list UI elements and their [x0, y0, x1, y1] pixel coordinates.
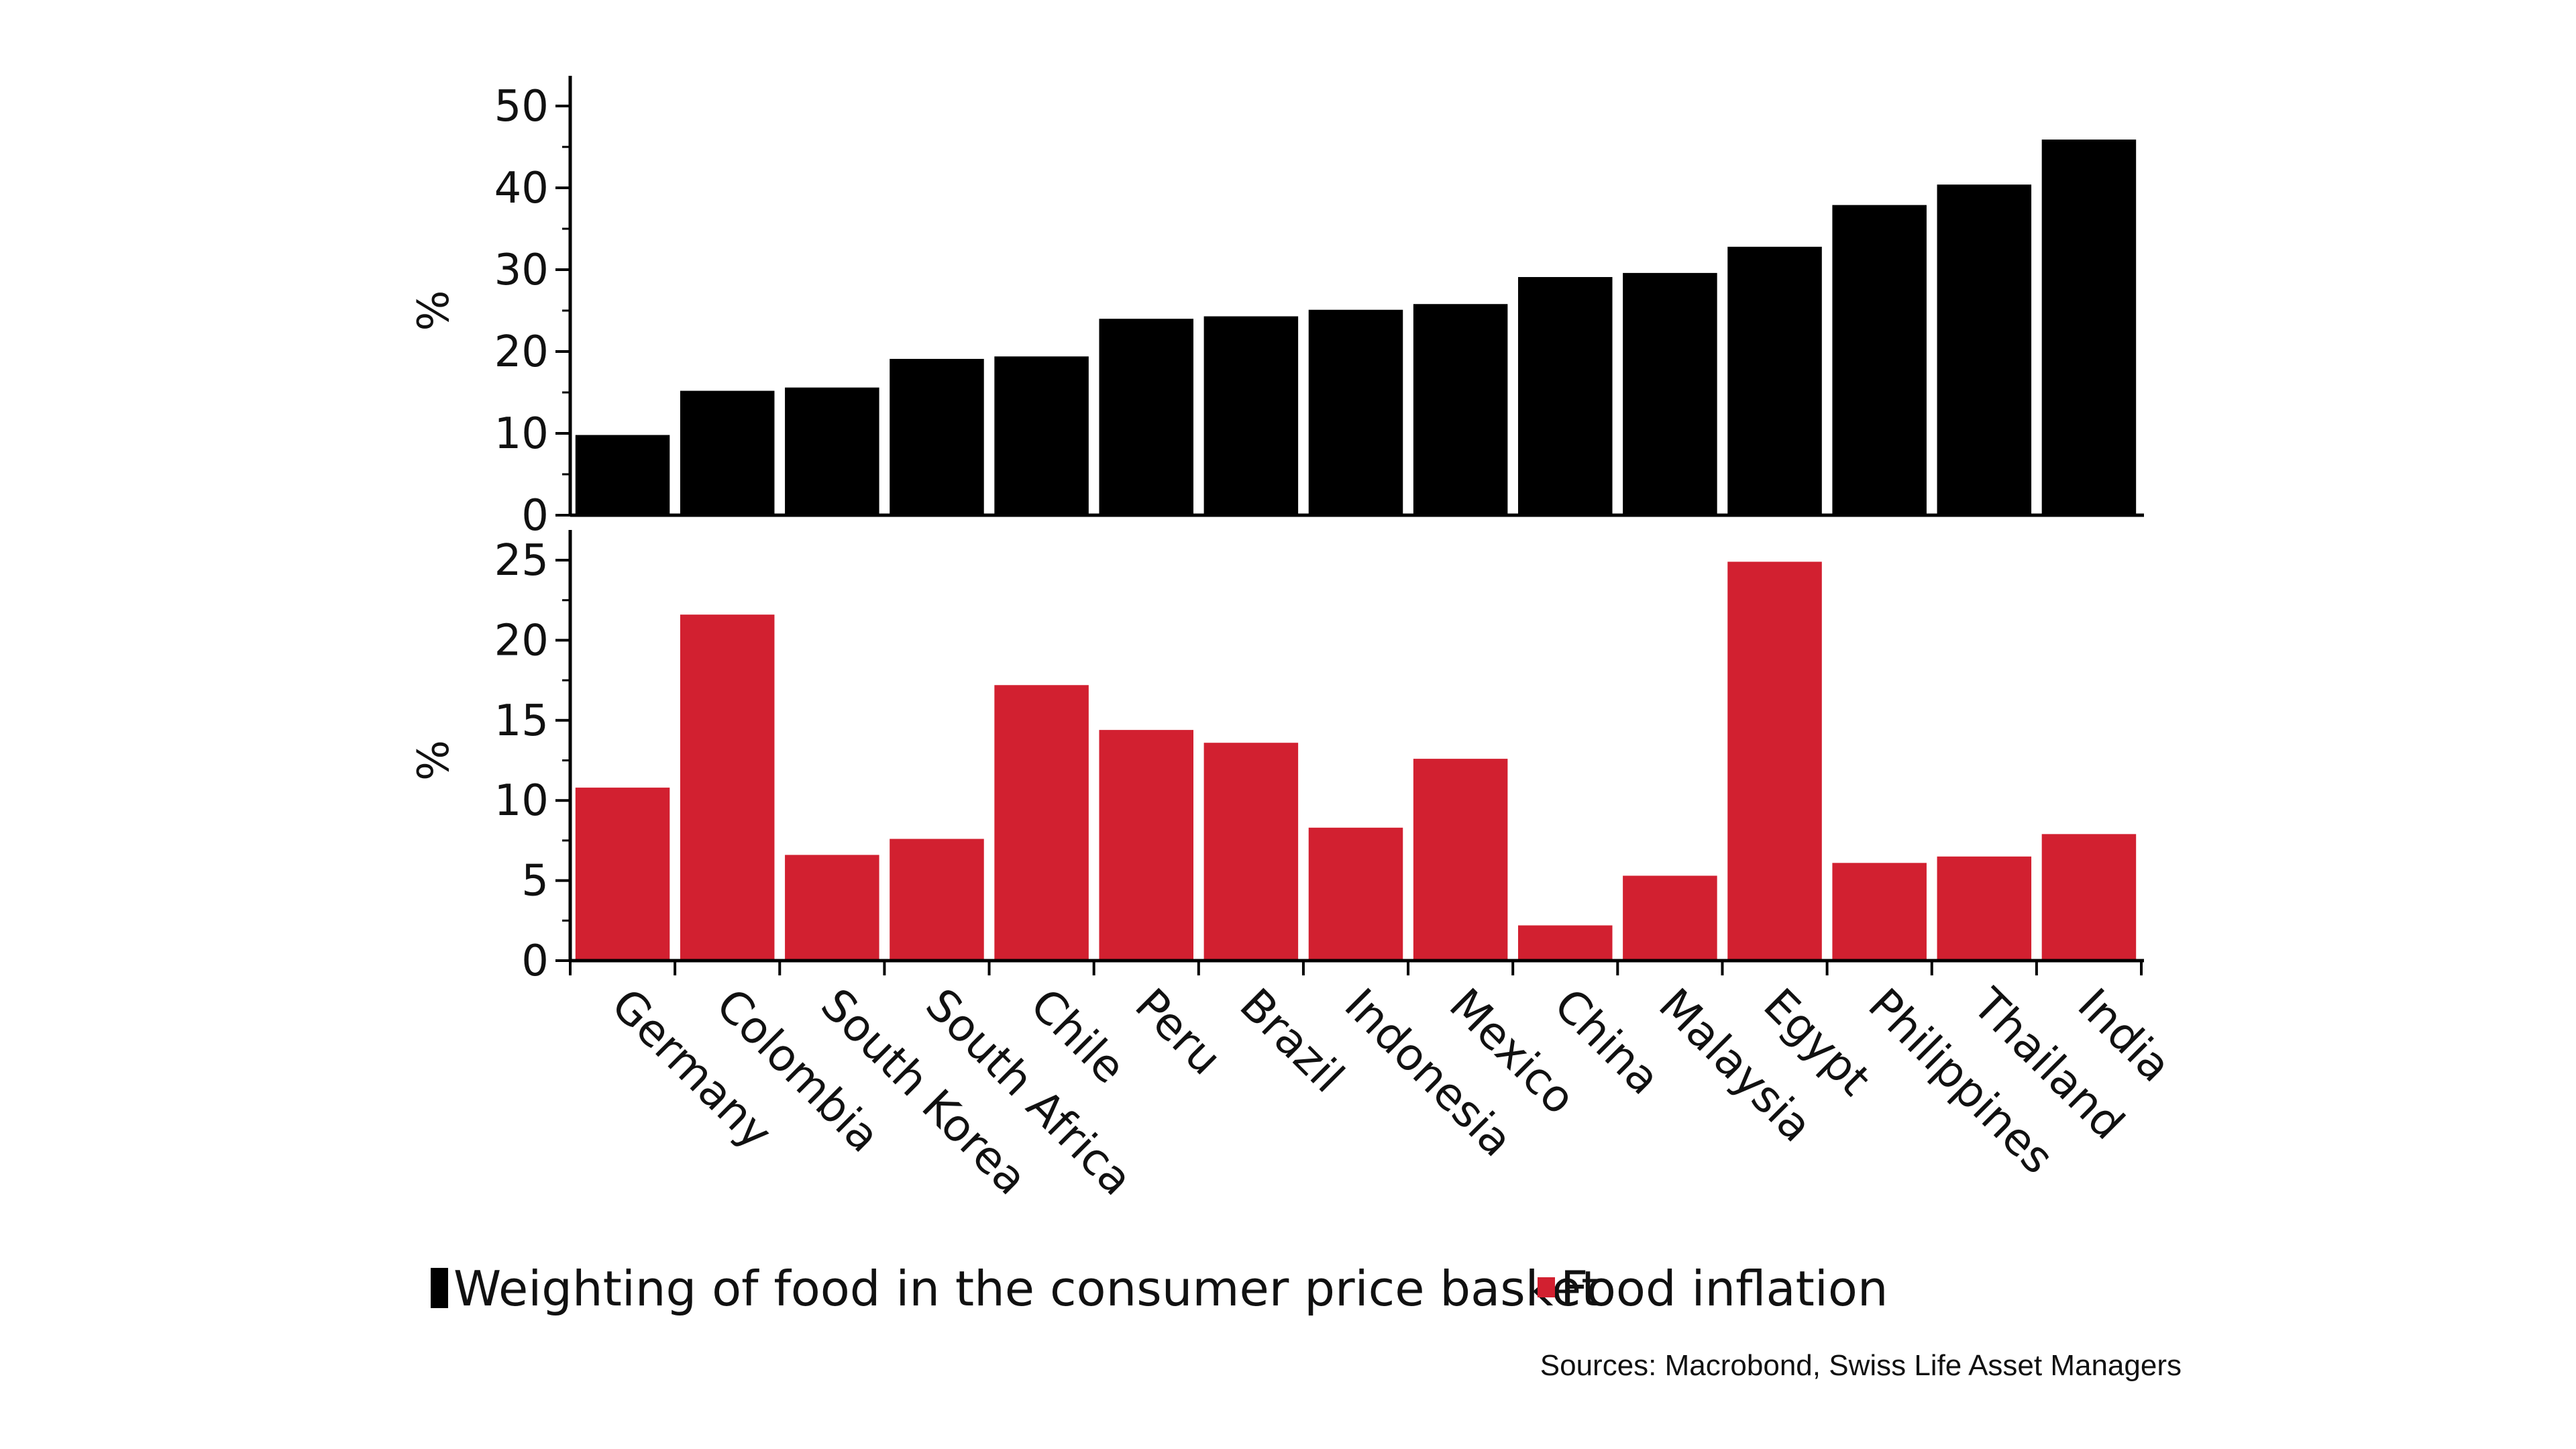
legend-item-food-inflation: Food inflation	[1538, 1260, 1888, 1317]
bar-weighting-mexico	[1413, 304, 1508, 515]
legend: Weighting of food in the consumer price …	[431, 1260, 1888, 1317]
bar-weighting-philippines	[1832, 205, 1927, 515]
bar-weighting-germany	[575, 435, 670, 515]
category-label-brazil: Brazil	[1230, 979, 1354, 1103]
y-tick-label-weighting-10: 10	[494, 409, 549, 459]
bar-weighting-thailand	[1937, 184, 2032, 515]
bar-weighting-brazil	[1203, 316, 1299, 515]
bar-food-inflation-philippines	[1832, 863, 1927, 961]
legend-swatch-weighting	[431, 1268, 448, 1308]
source-note: Sources: Macrobond, Swiss Life Asset Man…	[1540, 1349, 2182, 1382]
bar-food-inflation-indonesia	[1308, 827, 1403, 961]
legend-label-weighting: Weighting of food in the consumer price …	[453, 1260, 1600, 1317]
category-label-peru: Peru	[1125, 979, 1231, 1085]
bar-food-inflation-malaysia	[1623, 875, 1717, 961]
bar-food-inflation-south-africa	[890, 839, 984, 961]
bar-weighting-chile	[994, 356, 1089, 515]
bar-weighting-indonesia	[1308, 309, 1403, 515]
bar-food-inflation-peru	[1099, 730, 1193, 961]
bar-weighting-south-korea	[785, 387, 879, 515]
bar-food-inflation-mexico	[1413, 759, 1508, 961]
y-tick-label-weighting-50: 50	[494, 82, 549, 131]
y-tick-label-weighting-0: 0	[521, 491, 549, 541]
y-tick-label-weighting-30: 30	[494, 246, 549, 295]
y-tick-label-food-inflation-0: 0	[521, 936, 549, 986]
y-tick-label-food-inflation-10: 10	[494, 776, 549, 826]
bar-weighting-china	[1518, 276, 1613, 515]
bar-food-inflation-brazil	[1203, 743, 1299, 961]
bar-food-inflation-thailand	[1937, 856, 2032, 961]
bar-weighting-south-africa	[890, 358, 984, 515]
bar-weighting-egypt	[1727, 246, 1822, 515]
legend-swatch-food-inflation	[1538, 1277, 1555, 1297]
bar-weighting-colombia	[680, 390, 775, 515]
y-axis-label-food-inflation: %	[409, 740, 459, 781]
bar-weighting-malaysia	[1623, 272, 1717, 515]
bar-food-inflation-chile	[994, 685, 1089, 961]
bar-weighting-india	[2041, 140, 2137, 515]
y-axis-label-weighting: %	[409, 290, 459, 331]
bar-weighting-peru	[1099, 319, 1193, 515]
bar-food-inflation-south-korea	[785, 855, 879, 961]
food-inflation-panel: 0 5 10 15 20 25%	[409, 530, 2144, 986]
y-tick-label-food-inflation-25: 25	[494, 536, 549, 586]
bar-food-inflation-egypt	[1727, 561, 1822, 961]
y-tick-label-weighting-40: 40	[494, 164, 549, 213]
y-tick-label-weighting-20: 20	[494, 327, 549, 377]
bar-food-inflation-colombia	[680, 614, 775, 961]
legend-item-weighting: Weighting of food in the consumer price …	[431, 1260, 1600, 1317]
food-weighting-panel: 0 10 20 30 40 50%	[409, 76, 2144, 541]
legend-label-food-inflation: Food inflation	[1560, 1260, 1888, 1317]
y-tick-label-food-inflation-15: 15	[494, 696, 549, 746]
bar-food-inflation-germany	[575, 788, 670, 961]
bar-food-inflation-india	[2041, 834, 2137, 961]
bar-food-inflation-china	[1518, 925, 1613, 961]
y-tick-label-food-inflation-5: 5	[521, 857, 549, 906]
y-tick-label-food-inflation-20: 20	[494, 616, 549, 665]
